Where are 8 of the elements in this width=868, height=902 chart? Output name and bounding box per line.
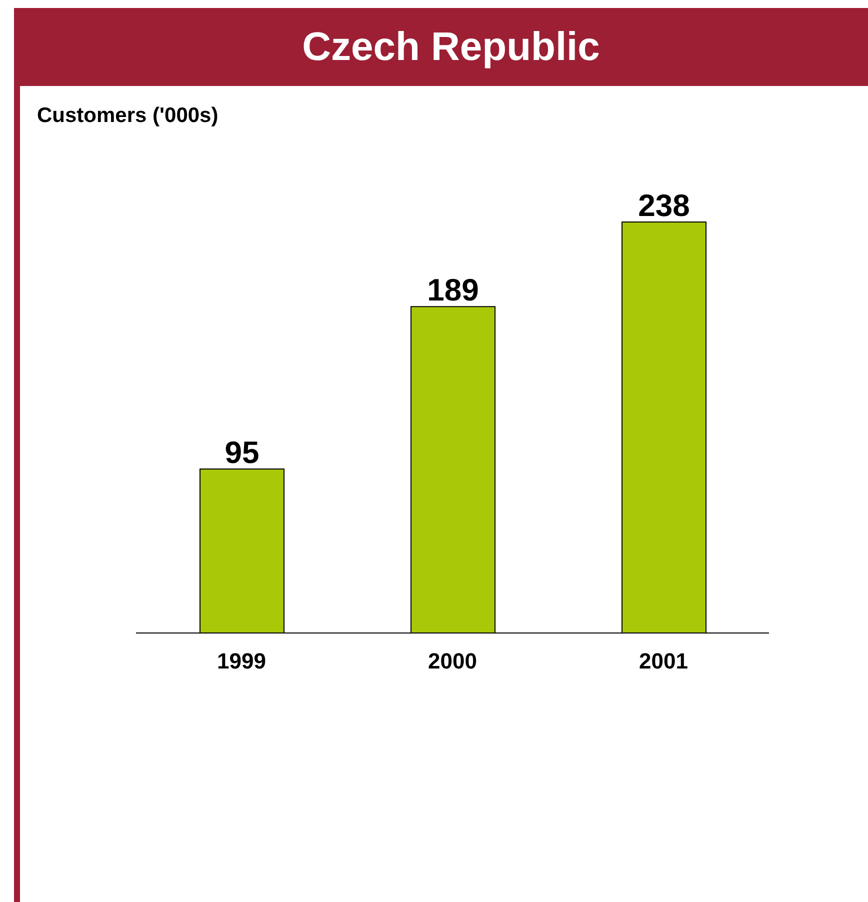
data-label: 189 [427,272,479,308]
chart-title: Czech Republic [14,8,868,86]
data-label: 95 [224,434,260,470]
y-axis-title: Customers ('000s) [37,104,218,128]
x-tick-label: 2001 [639,648,688,674]
x-tick-label: 1999 [217,648,266,674]
data-label: 238 [638,188,690,223]
x-tick-label: 2000 [428,648,477,674]
